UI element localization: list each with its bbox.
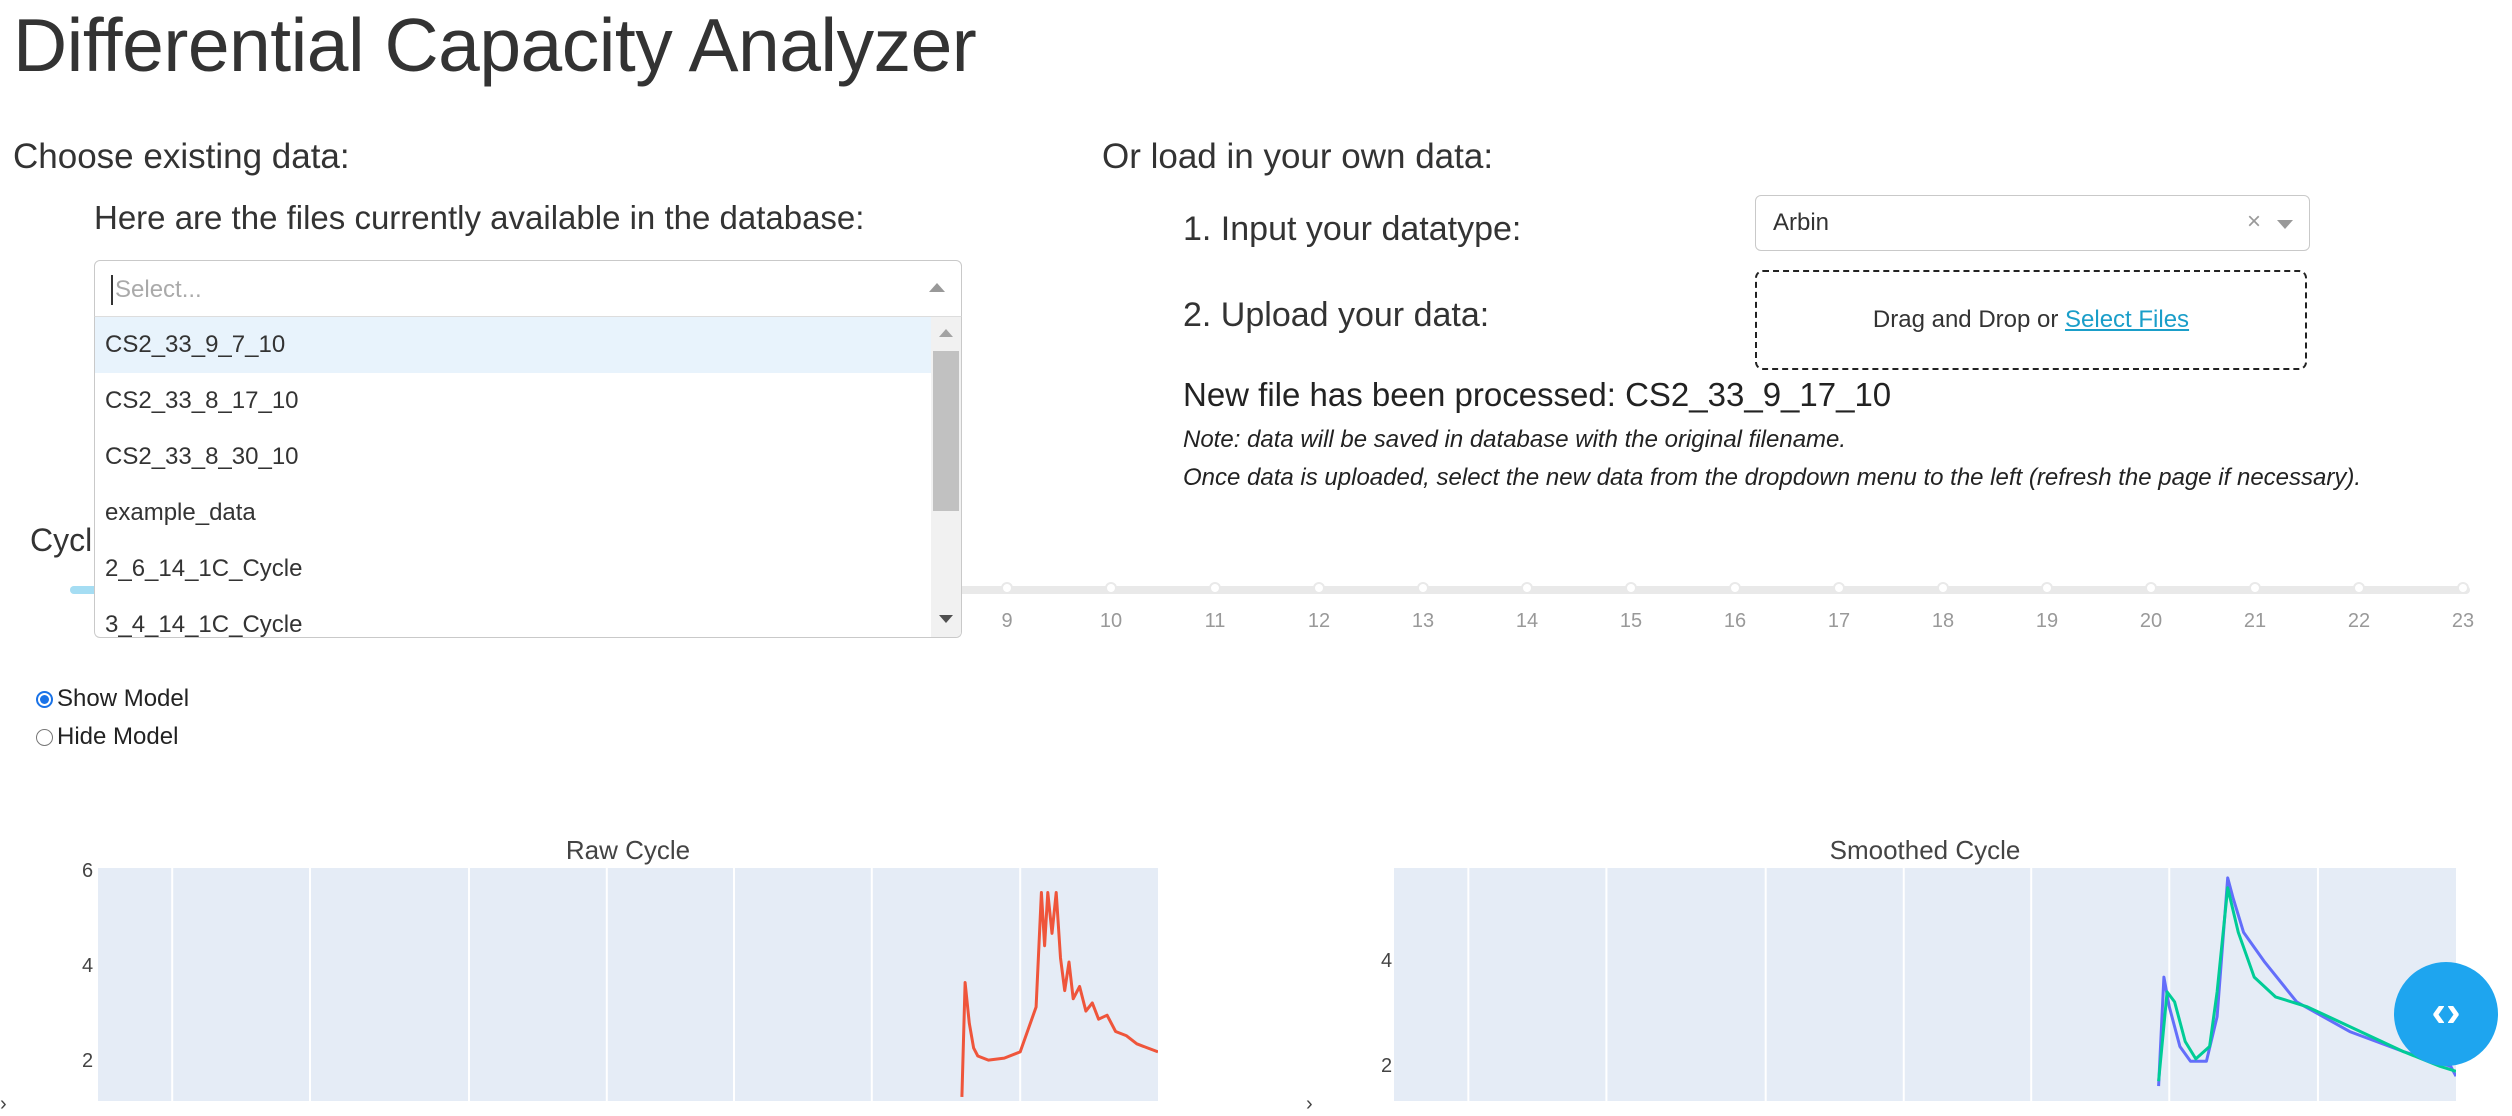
- series-line-1: [2157, 886, 2456, 1082]
- file-option[interactable]: CS2_33_8_17_10: [105, 387, 299, 414]
- radio-selected-icon[interactable]: [36, 690, 53, 708]
- slider-mark-dot[interactable]: [2041, 582, 2053, 594]
- file-option[interactable]: 2_6_14_1C_Cycle: [105, 555, 303, 582]
- axis-arrow-stub: ›: [1306, 1093, 1313, 1115]
- hide-model-label: Hide Model: [57, 723, 179, 750]
- raw-ytick-label: 2: [82, 1050, 94, 1072]
- upload-step-label: 2. Upload your data:: [1183, 296, 1490, 334]
- slider-mark-label: 15: [1619, 610, 1643, 632]
- page-title: Differential Capacity Analyzer: [13, 3, 977, 87]
- axis-arrow-stub: ›: [0, 1093, 7, 1115]
- slider-mark-dot[interactable]: [1937, 582, 1949, 594]
- datatype-select[interactable]: Arbin ×: [1755, 195, 2310, 251]
- cycle-slider-label: Cycl: [30, 522, 93, 558]
- raw-ytick-label: 6: [82, 860, 94, 882]
- raw-cycle-svg: [171, 868, 1158, 1101]
- save-note: Note: data will be saved in database wit…: [1183, 426, 1847, 453]
- slider-mark-dot[interactable]: [2145, 582, 2157, 594]
- scroll-down-arrow-icon[interactable]: [939, 615, 953, 623]
- slider-mark-label: 20: [2139, 610, 2163, 632]
- slider-mark-dot[interactable]: [2353, 582, 2365, 594]
- slider-mark-dot[interactable]: [1625, 582, 1637, 594]
- slider-mark-label: 13: [1411, 610, 1435, 632]
- slider-mark-label: 18: [1931, 610, 1955, 632]
- slider-mark-label: 19: [2035, 610, 2059, 632]
- hide-model-option[interactable]: Hide Model: [36, 723, 178, 751]
- slider-mark-dot[interactable]: [2249, 582, 2261, 594]
- scroll-thumb[interactable]: [933, 351, 959, 511]
- code-brackets-icon[interactable]: ‹›: [2394, 962, 2498, 1066]
- file-option[interactable]: CS2_33_8_30_10: [105, 443, 299, 470]
- clear-icon[interactable]: ×: [2246, 208, 2261, 235]
- datatype-step-label: 1. Input your datatype:: [1183, 210, 1522, 248]
- slider-mark-label: 17: [1827, 610, 1851, 632]
- slider-mark-dot[interactable]: [1001, 582, 1013, 594]
- slider-mark-dot[interactable]: [1521, 582, 1533, 594]
- raw-ytick-label: 4: [82, 955, 94, 977]
- load-own-data-label: Or load in your own data:: [1102, 137, 1494, 176]
- file-search-input[interactable]: [111, 275, 817, 305]
- show-model-label: Show Model: [57, 685, 190, 712]
- select-note: Once data is uploaded, select the new da…: [1183, 464, 2362, 491]
- slider-mark-label: 21: [2243, 610, 2267, 632]
- slider-mark-label: 16: [1723, 610, 1747, 632]
- processed-status: New file has been processed: CS2_33_9_17…: [1183, 376, 1892, 413]
- slider-mark-label: 12: [1307, 610, 1331, 632]
- files-available-label: Here are the files currently available i…: [94, 199, 865, 236]
- cycle-slider-rail[interactable]: [70, 586, 2470, 594]
- scroll-up-arrow-icon[interactable]: [939, 329, 953, 337]
- smooth-ytick-label: 4: [1381, 950, 1393, 972]
- slider-mark-dot[interactable]: [2457, 582, 2469, 594]
- slider-mark-dot[interactable]: [1729, 582, 1741, 594]
- smooth-ytick-label: 2: [1381, 1055, 1393, 1077]
- slider-mark-dot[interactable]: [1313, 582, 1325, 594]
- smoothed-cycle-title: Smoothed Cycle: [1829, 835, 2021, 865]
- chevron-down-icon[interactable]: [2277, 220, 2293, 229]
- series-line-0: [2157, 876, 2456, 1087]
- radio-unselected-icon[interactable]: [36, 728, 53, 746]
- series-line-0: [960, 891, 1158, 1097]
- dropdown-scrollbar[interactable]: [931, 317, 961, 637]
- datatype-selected-value: Arbin: [1773, 209, 1830, 236]
- slider-mark-dot[interactable]: [1833, 582, 1845, 594]
- file-dropdown-menu[interactable]: CS2_33_9_7_10 CS2_33_8_17_10 CS2_33_8_30…: [94, 316, 962, 638]
- slider-mark-dot[interactable]: [1417, 582, 1429, 594]
- raw-cycle-title: Raw Cycle: [565, 835, 691, 865]
- file-select[interactable]: [94, 260, 962, 318]
- slider-mark-label: 9: [1001, 610, 1013, 632]
- file-option[interactable]: example_data: [105, 499, 256, 526]
- slider-mark-label: 23: [2451, 610, 2475, 632]
- raw-cycle-plot[interactable]: [98, 868, 1158, 1101]
- upload-dropzone[interactable]: Drag and Drop or Select Files: [1755, 270, 2307, 370]
- choose-existing-label: Choose existing data:: [13, 137, 350, 176]
- chevron-up-icon[interactable]: [929, 283, 945, 292]
- slider-mark-label: 14: [1515, 610, 1539, 632]
- slider-mark-label: 11: [1204, 610, 1226, 632]
- slider-mark-dot[interactable]: [1209, 582, 1221, 594]
- slider-mark-label: 10: [1099, 610, 1123, 632]
- show-model-option[interactable]: Show Model: [36, 685, 189, 713]
- select-files-link[interactable]: Select Files: [2065, 306, 2190, 333]
- slider-mark-dot[interactable]: [1105, 582, 1117, 594]
- drop-text: Drag and Drop or: [1872, 306, 2066, 333]
- file-option[interactable]: CS2_33_9_7_10: [95, 317, 933, 373]
- file-option[interactable]: 3_4_14_1C_Cycle: [105, 611, 303, 638]
- smoothed-cycle-svg: [1467, 868, 2456, 1101]
- smoothed-cycle-plot[interactable]: [1394, 868, 2456, 1101]
- slider-mark-label: 22: [2347, 610, 2371, 632]
